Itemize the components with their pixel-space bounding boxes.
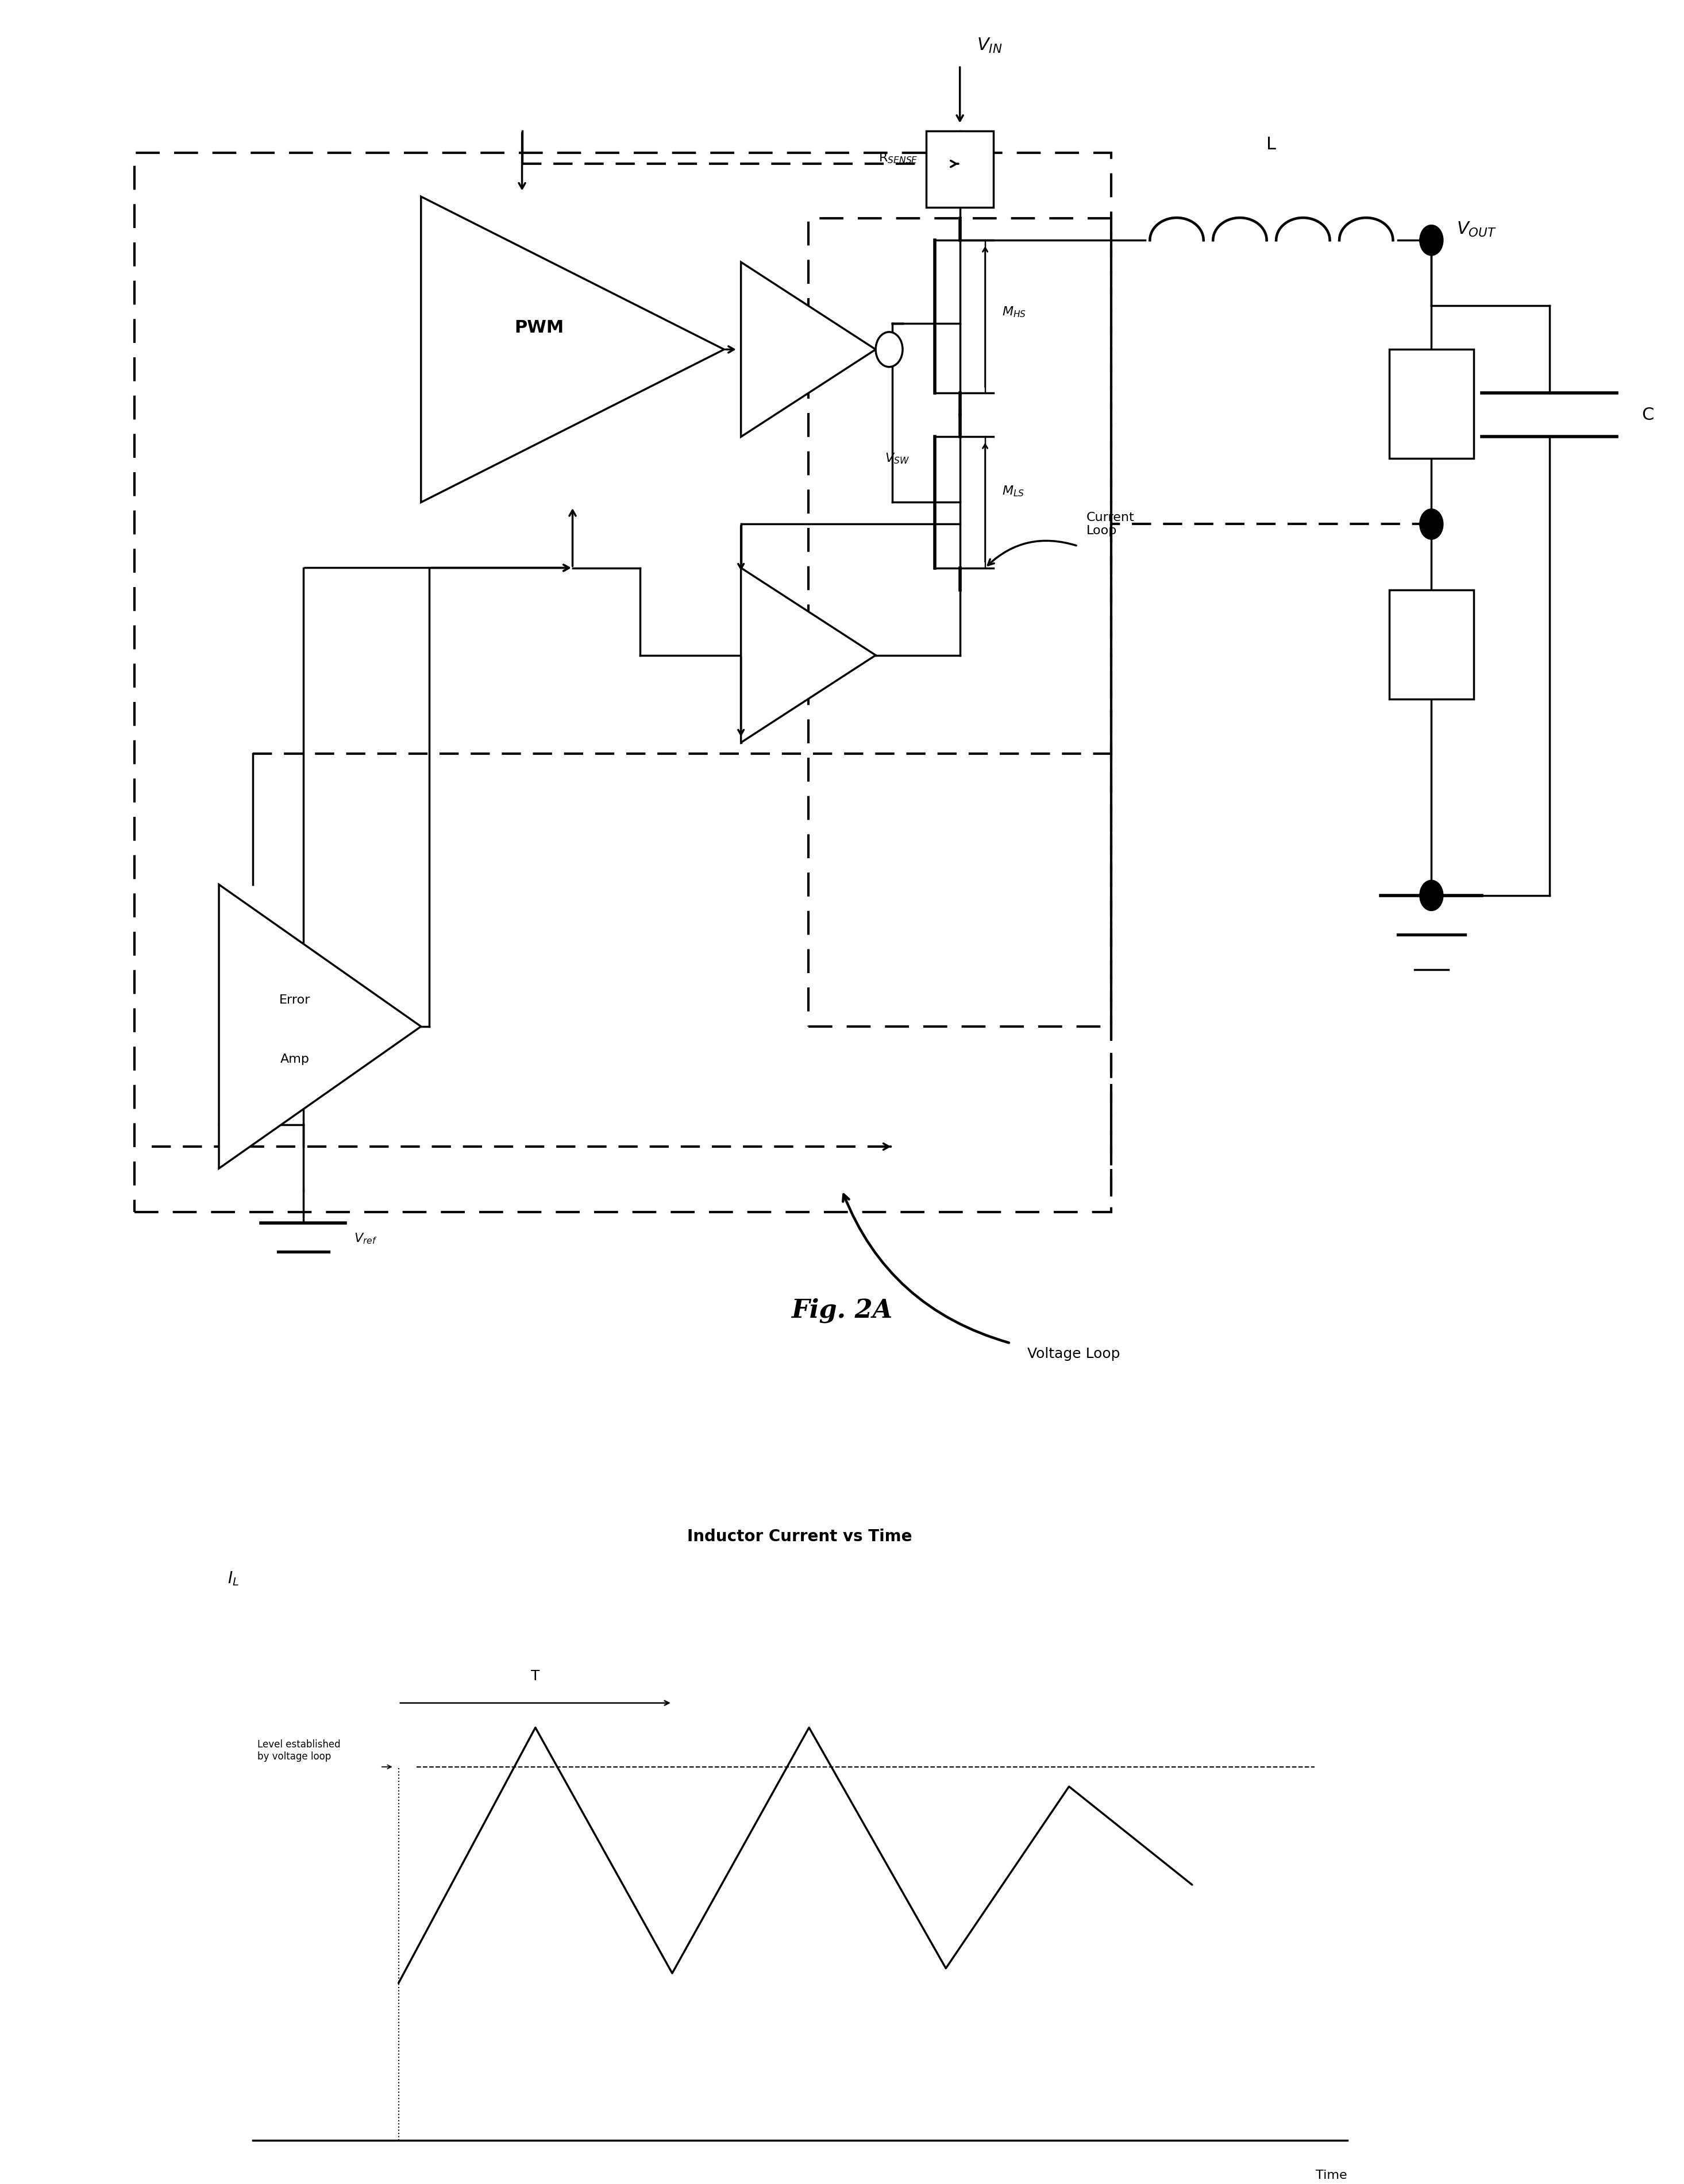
Text: R$_{SENSE}$: R$_{SENSE}$ [879,151,918,166]
Text: Time: Time [1315,2171,1347,2182]
Bar [1389,349,1474,459]
Circle shape [1420,509,1443,539]
Circle shape [1420,880,1443,911]
Text: $I_L$: $I_L$ [227,1570,239,1588]
Text: $V_{ref}$: $V_{ref}$ [354,1232,377,1245]
Bar [135,153,1111,1212]
Bar [1389,590,1474,699]
Text: Fig. 2B: Fig. 2B [790,2094,894,2121]
Polygon shape [219,885,421,1168]
Circle shape [876,332,903,367]
Text: Current
Loop: Current Loop [1086,511,1135,537]
Polygon shape [421,197,724,502]
Text: PWM: PWM [514,319,564,336]
Polygon shape [741,568,876,743]
Text: Error: Error [280,994,310,1007]
Text: $V_{OUT}$: $V_{OUT}$ [1457,221,1497,238]
Bar [926,131,994,207]
Text: Amp: Amp [280,1053,310,1066]
Text: $V_{IN}$: $V_{IN}$ [977,37,1002,55]
Text: T: T [530,1669,541,1684]
Text: Level established
by voltage loop: Level established by voltage loop [258,1741,340,1762]
Bar [808,218,1111,1026]
Text: $M_{HS}$: $M_{HS}$ [1002,306,1026,319]
Title: Inductor Current vs Time: Inductor Current vs Time [687,1529,913,1544]
Circle shape [1420,225,1443,256]
Text: Voltage Loop: Voltage Loop [1027,1348,1120,1361]
Text: $V_{SW}$: $V_{SW}$ [884,452,909,465]
Text: $M_{LS}$: $M_{LS}$ [1002,485,1024,498]
Polygon shape [741,262,876,437]
Text: C: C [1642,406,1654,424]
Text: Fig. 2A: Fig. 2A [791,1297,893,1324]
Text: L: L [1266,135,1276,153]
